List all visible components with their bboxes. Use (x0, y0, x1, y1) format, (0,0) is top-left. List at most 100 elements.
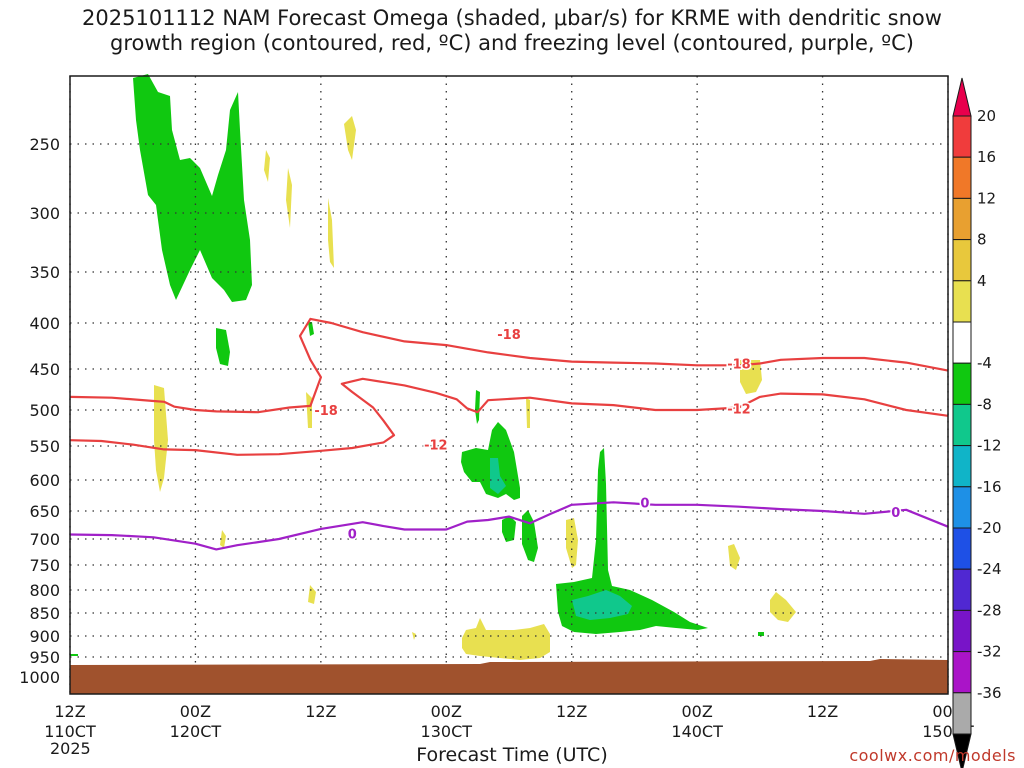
omega-shade-region (220, 530, 226, 548)
omega-shade-region (522, 510, 538, 562)
ground-layer (70, 659, 948, 694)
colorbar-swatch (952, 568, 972, 611)
colorbar-swatch (952, 321, 972, 364)
omega-shade-region (308, 322, 314, 336)
omega-shade-region (264, 150, 270, 182)
colorbar-label: -8 (977, 395, 992, 413)
colorbar-label: -16 (977, 478, 1002, 496)
y-axis-ticks: 250 300 350 400 450 500 550 600 650 700 750 800 850 9… (19, 135, 60, 687)
y-tick-label: 850 (29, 604, 60, 623)
contour-line-minus12 (69, 377, 949, 456)
y-tick-label: 750 (29, 556, 60, 575)
y-tick-label: 350 (29, 263, 60, 282)
omega-shade-region (344, 116, 356, 160)
omega-shade-region (328, 198, 334, 268)
colorbar-label: -12 (977, 437, 1002, 455)
y-tick-label: 900 (29, 627, 60, 646)
y-tick-label: 1000 (19, 668, 60, 687)
x-tick-label: 12Z (54, 702, 85, 721)
plot-frame (69, 75, 949, 695)
x-tick-date-label: 140CT (671, 722, 723, 741)
colorbar-swatch (952, 692, 972, 735)
omega-shade-region (566, 518, 578, 568)
y-tick-label: 600 (29, 471, 60, 490)
colorbar-label: 20 (977, 107, 996, 125)
colorbar-label: 12 (977, 189, 996, 207)
contour-label: -18 (727, 357, 751, 372)
year-label: 2025 (50, 739, 91, 758)
omega-shade-region (286, 168, 292, 228)
contour-label: -12 (424, 439, 448, 454)
colorbar-swatch (952, 609, 972, 653)
colorbar-label: 4 (977, 272, 987, 290)
colorbar-swatch (952, 156, 972, 199)
colorbar-swatch (952, 239, 972, 282)
omega-shading-layer (70, 74, 796, 660)
source-credit[interactable]: coolwx.com/models (849, 746, 1016, 765)
contour-label: -12 (727, 402, 751, 417)
omega-shade-region (216, 328, 230, 366)
x-axis-title: Forecast Time (UTC) (416, 744, 608, 766)
contour-label: 0 (640, 496, 649, 511)
y-tick-label: 550 (29, 437, 60, 456)
omega-shade-region (412, 632, 416, 640)
omega-shade-region (572, 590, 632, 620)
colorbar-swatch (952, 115, 972, 158)
colorbar-swatch (952, 527, 972, 570)
omega-shade-region (758, 632, 764, 636)
x-tick-date-label: 130CT (421, 722, 473, 741)
contour-label: 0 (348, 527, 357, 542)
colorbar-swatch (952, 280, 972, 323)
colorbar-top-arrow (952, 77, 972, 117)
omega-shade-region (770, 592, 796, 622)
contour-label: -18 (497, 328, 521, 343)
x-tick-label: 12Z (305, 702, 336, 721)
omega-colorbar: 20 16 12 8 4 -4 -8 -12 -16 -20 -24 -28 -32 -36 (952, 77, 1002, 768)
colorbar-label: -32 (977, 643, 1002, 661)
contour-layer: -18 -18 -18 -12 -12 0 0 0 (69, 317, 949, 551)
y-tick-label: 700 (29, 530, 60, 549)
colorbar-swatch (952, 362, 972, 405)
terrain-fill (70, 659, 948, 694)
y-tick-label: 950 (29, 648, 60, 667)
omega-shade-region (502, 516, 516, 542)
omega-shade-region (728, 544, 740, 570)
x-tick-label: 00Z (431, 702, 462, 721)
x-tick-date-label: 110CT (44, 722, 96, 741)
contour-line-minus18 (69, 317, 949, 414)
y-tick-label: 450 (29, 360, 60, 379)
omega-shade-region (475, 390, 480, 424)
colorbar-bottom-arrow (952, 733, 972, 768)
contour-label: -18 (314, 404, 338, 419)
y-tick-label: 650 (29, 502, 60, 521)
x-tick-date-label: 120CT (170, 722, 222, 741)
colorbar-label: -36 (977, 684, 1002, 702)
colorbar-label: -4 (977, 354, 992, 372)
omega-shade-region (154, 385, 168, 492)
colorbar-label: 16 (977, 148, 996, 166)
omega-shade-region (306, 392, 312, 428)
x-tick-label: 12Z (556, 702, 587, 721)
y-tick-label: 500 (29, 401, 60, 420)
colorbar-label: -28 (977, 601, 1002, 619)
y-tick-label: 800 (29, 581, 60, 600)
y-tick-label: 300 (29, 204, 60, 223)
colorbar-swatch (952, 651, 972, 694)
omega-shade-region (490, 458, 506, 494)
omega-shade-region (556, 448, 708, 634)
grid-lines (69, 76, 949, 694)
colorbar-label: 8 (977, 231, 987, 249)
colorbar-swatch (952, 445, 972, 488)
colorbar-label: -24 (977, 560, 1002, 578)
colorbar-swatch (952, 197, 972, 241)
chart-title: 2025101112 NAM Forecast Omega (shaded, μ… (82, 6, 942, 55)
colorbar-swatch (952, 403, 972, 447)
x-tick-label: 00Z (681, 702, 712, 721)
omega-shade-region (133, 74, 252, 302)
colorbar-label: -20 (977, 519, 1002, 537)
omega-shade-region (308, 585, 316, 604)
x-tick-label: 00Z (180, 702, 211, 721)
omega-shade-region (70, 654, 78, 656)
